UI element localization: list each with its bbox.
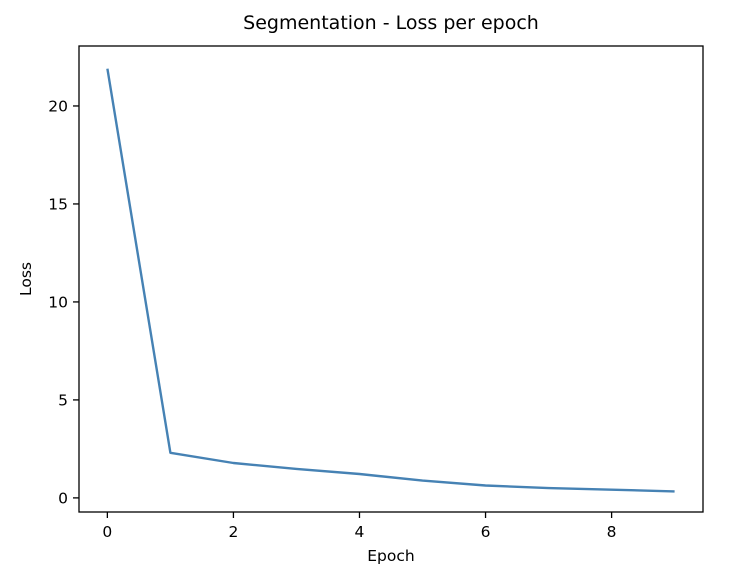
y-axis-ticks: 0 5 10 15 20 (48, 97, 79, 507)
chart-title: Segmentation - Loss per epoch (243, 12, 539, 34)
y-axis-label: Loss (17, 262, 35, 296)
loss-series-line (106, 68, 675, 493)
y-tick-label: 5 (58, 391, 68, 409)
x-tick-label: 4 (355, 523, 365, 541)
y-tick-label: 10 (48, 293, 68, 311)
y-tick-label: 0 (58, 489, 68, 507)
x-tick-label: 8 (607, 523, 617, 541)
plot-area-spines (78, 45, 704, 513)
x-tick-label: 2 (228, 523, 238, 541)
x-axis-ticks: 0 2 4 6 8 (102, 512, 617, 541)
x-axis-label: Epoch (367, 547, 414, 565)
y-tick-label: 20 (48, 97, 68, 115)
x-tick-label: 0 (102, 523, 112, 541)
y-tick-label: 15 (48, 195, 68, 213)
x-tick-label: 6 (481, 523, 491, 541)
